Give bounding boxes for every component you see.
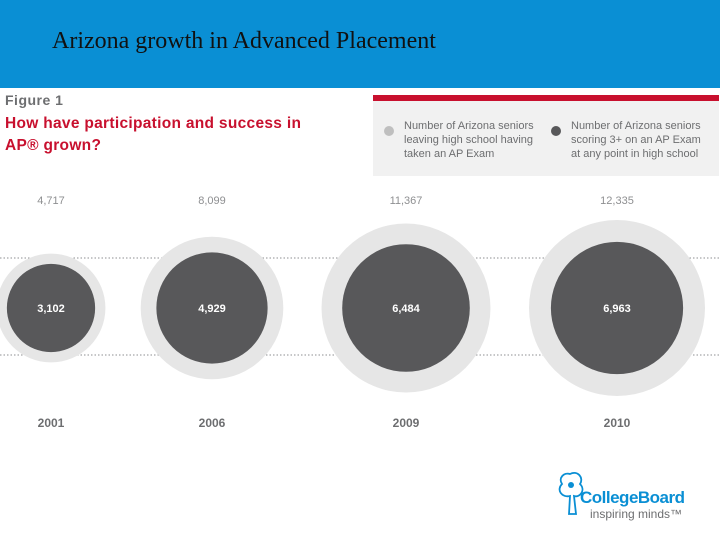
success-value-2001: 3,102	[37, 303, 65, 315]
logo-tagline: inspiring minds™	[590, 507, 683, 521]
figure-title: How have participation and success in AP…	[5, 115, 302, 154]
success-value-2006: 4,929	[198, 303, 226, 315]
slide-title: Arizona growth in Advanced Placement	[52, 28, 436, 54]
bubble-success-2010	[550, 241, 684, 375]
participation-value-2001: 4,717	[37, 195, 65, 207]
success-value-2010: 6,963	[603, 303, 631, 315]
chart-legend: Number of Arizona seniors leaving high s…	[373, 95, 719, 176]
bubble-success-2006	[156, 252, 268, 364]
bubble-success-2001	[6, 263, 96, 353]
participation-value-2010: 12,335	[600, 195, 634, 207]
legend-swatch-success	[551, 126, 561, 136]
slide-header: Arizona growth in Advanced Placement	[0, 0, 720, 88]
college-board-logo: CollegeBoard inspiring minds™	[556, 470, 706, 524]
logo-name: CollegeBoard	[580, 488, 685, 507]
year-label-2001: 2001	[38, 416, 65, 430]
participation-value-2006: 8,099	[198, 195, 226, 207]
bubble-chart: 4,717 3,102 2001 8,099 4,929 2006 11,367 6,484 2…	[0, 195, 720, 430]
year-label-2006: 2006	[199, 416, 226, 430]
legend-swatch-participation	[384, 126, 394, 136]
bubble-success-2009	[342, 244, 470, 372]
participation-value-2009: 11,367	[390, 195, 423, 207]
legend-label-participation: Number of Arizona seniors leaving high s…	[404, 120, 534, 160]
figure-label: Figure 1	[5, 92, 64, 108]
acorn-tree-icon	[558, 472, 584, 515]
year-label-2010: 2010	[604, 416, 631, 430]
success-value-2009: 6,484	[392, 303, 420, 315]
legend-label-success: Number of Arizona seniors scoring 3+ on …	[571, 120, 701, 160]
year-label-2009: 2009	[393, 416, 420, 430]
